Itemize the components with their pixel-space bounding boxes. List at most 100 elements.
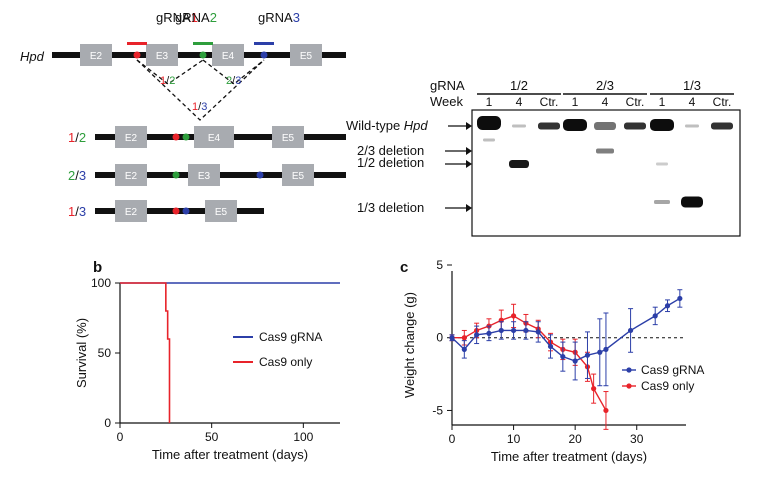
gel-week-row-label: Week — [430, 94, 463, 109]
legend-entry: Cas9 only — [259, 355, 312, 369]
wildtype-band-label: Wild-type Hpd — [346, 118, 428, 133]
gel-band-wildtype — [512, 124, 526, 128]
data-point — [597, 349, 603, 355]
y-tick-label: 100 — [91, 276, 111, 290]
exon-label: E5 — [300, 51, 313, 62]
data-point — [584, 352, 591, 358]
x-tick-label: 0 — [117, 430, 124, 444]
y-tick-label: 0 — [436, 331, 443, 345]
exon-row-top: E2 E3 E4 E5 — [80, 44, 322, 66]
grna1-site-bar — [127, 42, 147, 45]
exon-label: E2 — [90, 51, 103, 62]
exon-box — [115, 164, 147, 186]
gel-lane-label: Ctr. — [626, 95, 645, 109]
data-point — [510, 327, 517, 334]
gel-lane-label: Ctr. — [540, 95, 559, 109]
gene-backbone — [52, 52, 346, 58]
gel-band-faint — [654, 200, 670, 204]
gel-lane-label: Ctr. — [713, 95, 732, 109]
exon-box — [188, 164, 220, 186]
y-axis-label: Survival (%) — [74, 318, 89, 388]
y-tick-label: 5 — [436, 258, 443, 272]
junction-dot — [256, 171, 264, 179]
exon-label: E4 — [208, 133, 221, 144]
data-point — [547, 343, 554, 350]
exon-label: E5 — [215, 207, 228, 218]
survival-chart: b 0 50 100 0 50 100 Time after treatment (days… — [74, 259, 340, 462]
x-tick-label: 0 — [449, 432, 456, 446]
gel-lane-label: 1 — [572, 95, 579, 109]
product-label: 1/2 — [68, 130, 86, 145]
x-axis-label: Time after treatment (days) — [152, 447, 308, 462]
data-point — [510, 313, 517, 319]
panel-c-label: c — [400, 259, 408, 276]
junction-dot — [172, 133, 180, 141]
y-tick-label: 50 — [98, 346, 112, 360]
exon-label: E2 — [125, 207, 138, 218]
product-label: 2/3 — [68, 168, 86, 183]
product-backbone — [95, 172, 346, 178]
gel-group-label: 1/3 — [683, 78, 701, 93]
junction-dot — [182, 133, 190, 141]
data-point — [498, 327, 504, 334]
deletion-path-13 — [136, 59, 265, 121]
data-point — [461, 335, 467, 341]
cut-site-3 — [260, 51, 268, 59]
data-point — [474, 332, 480, 338]
panel-b-label: b — [93, 259, 102, 276]
gel-band-wildtype — [563, 119, 587, 131]
gel-band-wildtype — [685, 124, 699, 128]
gel-bands — [477, 116, 733, 208]
exon-box — [290, 44, 322, 66]
exon-box — [80, 44, 112, 66]
exon-box — [212, 44, 244, 66]
weight-chart: c -5 0 5 0 10 20 30 Time after treatment (days)… — [400, 258, 704, 464]
data-point — [603, 407, 609, 414]
wildtype-arrowhead — [466, 122, 472, 130]
legend-entry: Cas9 only — [641, 379, 694, 393]
gel-box — [471, 109, 741, 237]
x-tick-label: 10 — [507, 432, 521, 446]
y-tick-label: -5 — [432, 403, 443, 417]
legend-marker — [626, 367, 632, 373]
exon-label: E5 — [282, 133, 295, 144]
x-tick-label: 100 — [293, 430, 313, 444]
gel-band-faint — [483, 138, 495, 142]
product-label: 1/3 — [68, 204, 86, 219]
data-point — [677, 295, 683, 302]
deletion-path-23 — [202, 59, 265, 85]
del13-label: 1/3 deletion — [357, 200, 424, 215]
gel-group-label: 1/2 — [510, 78, 528, 93]
exon-box — [282, 164, 314, 186]
exon-box — [205, 200, 237, 222]
data-point — [461, 346, 467, 352]
legend-marker — [626, 383, 632, 389]
exon-label: E4 — [222, 51, 235, 62]
junction-dot — [172, 171, 180, 179]
x-tick-label: 20 — [568, 432, 582, 446]
grna2-site-bar — [193, 42, 213, 45]
exon-label: E2 — [125, 133, 138, 144]
gel-band-del13 — [681, 196, 703, 208]
data-point — [486, 330, 492, 336]
x-tick-label: 30 — [630, 432, 644, 446]
exon-label: E3 — [156, 51, 169, 62]
gel-lane-label: 4 — [516, 95, 523, 109]
junction-12-label: 1/2 — [160, 75, 175, 87]
del23-label: 2/3 deletion — [357, 143, 424, 158]
gel-band-wildtype — [650, 119, 674, 131]
legend-entry: Cas9 gRNA — [641, 363, 704, 377]
data-point — [627, 327, 634, 334]
data-point — [652, 313, 658, 319]
exon-box — [146, 44, 178, 66]
data-point — [523, 327, 529, 334]
data-point — [535, 329, 541, 335]
exon-box — [115, 126, 147, 148]
gene-diagram: gRNA1 gRNA2 gRNA3 Hpd E2 E3 E4 E5 1/2 2/3 1… — [20, 10, 346, 222]
exon-box — [115, 200, 147, 222]
junction-13-label: 1/3 — [192, 101, 207, 113]
gel-lane-label: 1 — [486, 95, 493, 109]
exon-label: E5 — [292, 171, 305, 182]
gel-band-del23 — [596, 148, 614, 154]
